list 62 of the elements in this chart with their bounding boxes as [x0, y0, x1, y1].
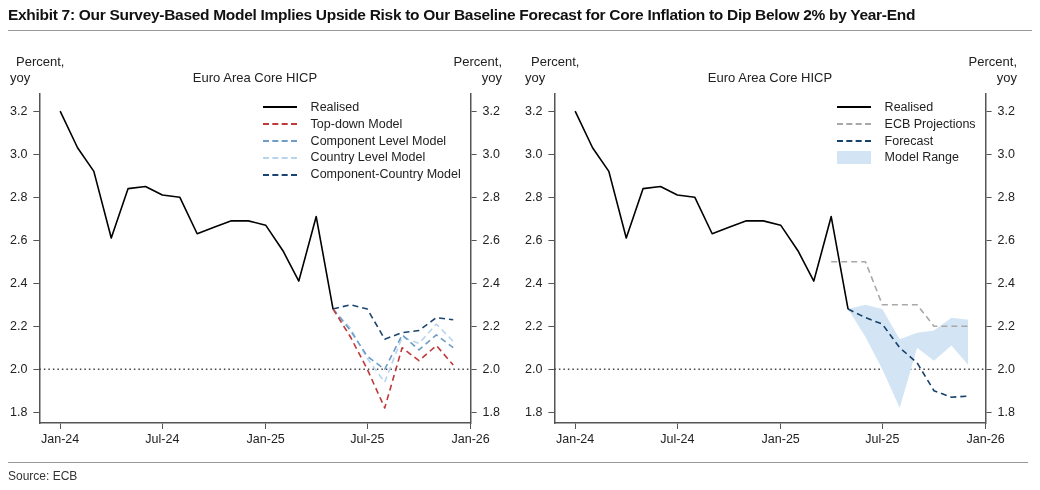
legend-label: Component-Country Model — [310, 166, 461, 183]
y2-axis-title: Percent, yoy — [453, 54, 503, 85]
y2-axis-title: Percent, yoy — [968, 54, 1018, 85]
y2-tick-label: 2.2 — [997, 318, 1016, 333]
y2-tick-label: 2.4 — [482, 275, 501, 290]
y2-tick-label: 2.8 — [482, 189, 501, 204]
chart-title: Euro Area Core HICP — [707, 70, 833, 85]
y-tick-label: 2.4 — [9, 275, 28, 290]
y2-tick-label: 2.0 — [482, 361, 501, 376]
y-tick-label: 2.8 — [9, 189, 28, 204]
y2-tick-label: 2.6 — [997, 232, 1016, 247]
legend-label: Model Range — [884, 149, 959, 167]
y2-tick-label: 3.2 — [482, 103, 501, 118]
legend-label: ECB Projections — [884, 115, 976, 133]
text: Exhibit 7: Our Survey-Based Model Implies Upside Risk to Our Baseline Forecast for Core Inflation to Dip Below 2% by Year-End — [8, 6, 1032, 31]
y-tick-label: 2.0 — [9, 361, 28, 376]
y2-tick-label: 2.8 — [997, 189, 1016, 204]
x-tick-label: Jul-25 — [350, 431, 385, 446]
x-tick-label: Jan-25 — [761, 431, 800, 446]
y2-tick-label: 3.0 — [997, 146, 1016, 161]
line-series — [332, 308, 455, 409]
line-series — [332, 308, 455, 383]
y-tick-label: 2.6 — [524, 232, 543, 247]
y-tick-label: 3.0 — [524, 146, 543, 161]
y2-tick-label: 1.8 — [482, 404, 501, 419]
y-axis-title: Percent, yoy — [525, 54, 580, 85]
y-tick-label: 1.8 — [524, 404, 543, 419]
line-series — [332, 303, 455, 340]
x-tick-label: Jan-24 — [41, 431, 80, 446]
y2-tick-label: 1.8 — [997, 404, 1016, 419]
y2-tick-label: 2.2 — [482, 318, 501, 333]
y-tick-label: 1.8 — [9, 404, 28, 419]
chart-title: Euro Area Core HICP — [192, 70, 318, 85]
x-tick-label: Jul-24 — [145, 431, 180, 446]
y-tick-label: 3.2 — [9, 103, 28, 118]
y2-tick-label: 3.0 — [482, 146, 501, 161]
legend-label: Realised — [884, 99, 934, 116]
y2-tick-label: 2.4 — [997, 275, 1016, 290]
y-tick-label: 2.8 — [524, 189, 543, 204]
legend-label: Top-down Model — [310, 115, 403, 133]
y-tick-label: 2.0 — [524, 361, 543, 376]
y-axis-title: Percent, yoy — [10, 54, 65, 85]
y-tick-label: 2.2 — [524, 318, 543, 333]
x-tick-label: Jan-24 — [556, 431, 595, 446]
x-tick-label: Jan-26 — [966, 431, 1005, 446]
legend-label: Realised — [310, 99, 360, 116]
x-tick-label: Jul-24 — [660, 431, 695, 446]
y-tick-label: 2.2 — [9, 318, 28, 333]
y-tick-label: 3.0 — [9, 146, 28, 161]
y2-tick-label: 2.6 — [482, 232, 501, 247]
source-note: Source: ECB — [8, 462, 1028, 483]
y-tick-label: 3.2 — [524, 103, 543, 118]
y2-tick-label: 3.2 — [997, 103, 1016, 118]
y2-tick-label: 2.0 — [997, 361, 1016, 376]
y-tick-label: 2.6 — [9, 232, 28, 247]
legend-label: Forecast — [884, 132, 934, 150]
x-tick-label: Jan-25 — [246, 431, 285, 446]
x-tick-label: Jan-26 — [451, 431, 490, 446]
x-tick-label: Jul-25 — [865, 431, 900, 446]
y-tick-label: 2.4 — [524, 275, 543, 290]
legend-label: Country Level Model — [310, 149, 426, 167]
legend-label: Component Level Model — [310, 132, 447, 150]
